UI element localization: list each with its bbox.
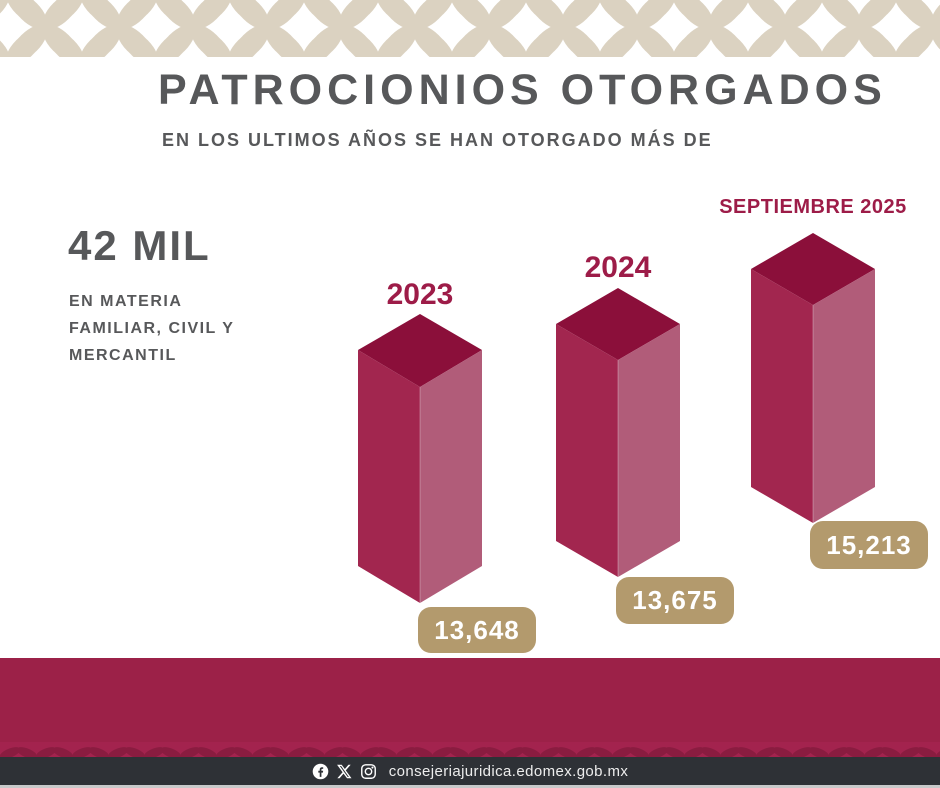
petal-strip-pattern: [0, 742, 940, 757]
bar-2023: [358, 314, 482, 603]
category-label-2023: 2023: [386, 278, 454, 311]
bar-2023-left-face: [358, 350, 420, 603]
value-badge-2023: 13,648: [418, 607, 536, 653]
x-icon[interactable]: [336, 763, 353, 780]
bar-2025-left-face: [751, 269, 813, 523]
footer-band: GOBIERNO DEL ESTADO DE MÉXICO ESTADO DE …: [0, 658, 940, 742]
highlight-line-3: MERCANTIL: [69, 347, 177, 364]
website-url[interactable]: consejeriajuridica.edomex.gob.mx: [388, 762, 629, 780]
bar-2023-top-face: [358, 314, 482, 387]
highlight-line-2: FAMILIAR, CIVIL Y: [69, 320, 235, 337]
value-badge-2025: 15,213: [810, 521, 928, 569]
highlight-amount: 42 MIL: [68, 222, 211, 269]
highlight-line-1: EN MATERIA: [69, 293, 183, 310]
bar-2024-right-face: [618, 324, 680, 577]
bar-2025-right-face: [813, 269, 875, 523]
bar-2023-right-face: [420, 350, 482, 603]
instagram-icon[interactable]: [360, 763, 377, 780]
bar-chart: [358, 233, 875, 603]
category-label-2024: 2024: [584, 251, 652, 284]
decorative-flower-pattern: [0, 0, 940, 57]
facebook-icon[interactable]: [312, 763, 329, 780]
category-label-2025: SEPTIEMBRE 2025: [719, 196, 907, 218]
social-bar: consejeriajuridica.edomex.gob.mx: [0, 757, 940, 785]
page-title: PATROCIONIOS OTORGADOS: [158, 66, 887, 114]
value-badge-2024: 13,675: [616, 577, 734, 624]
highlight-description: EN MATERIA FAMILIAR, CIVIL Y MERCANTIL: [69, 288, 234, 369]
bar-2024-left-face: [556, 324, 618, 577]
bottom-edge-line: [0, 785, 940, 788]
bar-2025: [751, 233, 875, 523]
page-subtitle: EN LOS ULTIMOS AÑOS SE HAN OTORGADO MÁS …: [162, 130, 713, 150]
bar-2024: [556, 288, 680, 577]
